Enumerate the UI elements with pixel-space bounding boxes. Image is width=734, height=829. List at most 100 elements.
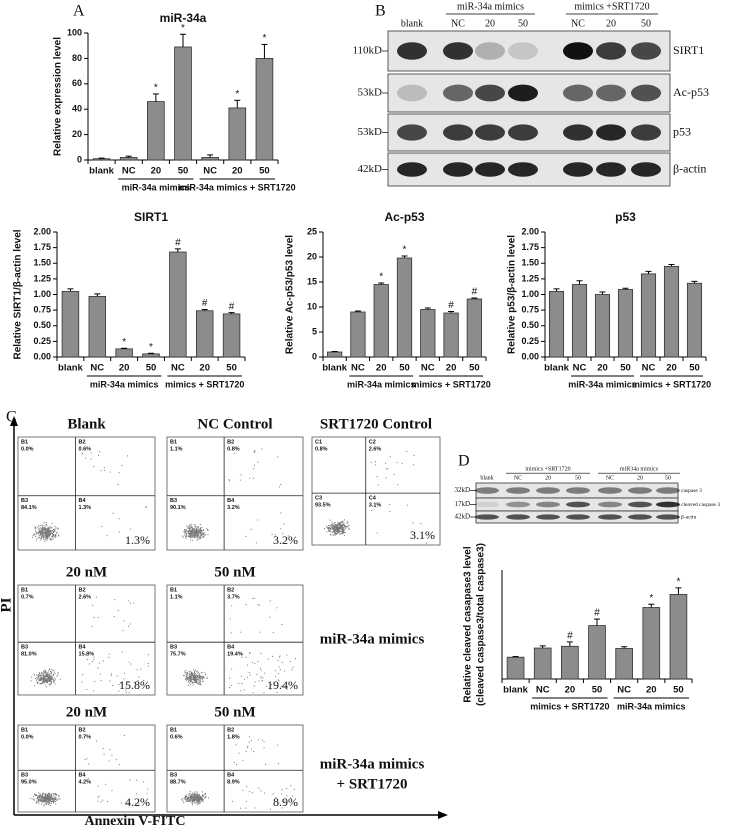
event-dot bbox=[49, 796, 51, 798]
event-dot bbox=[45, 522, 47, 523]
event-dot bbox=[203, 676, 205, 678]
event-dot bbox=[195, 676, 197, 678]
event-dot bbox=[185, 537, 187, 539]
event-dot bbox=[253, 685, 255, 687]
event-dot bbox=[275, 675, 276, 677]
event-dot bbox=[342, 529, 343, 531]
event-dot bbox=[201, 534, 203, 535]
event-dot bbox=[129, 623, 131, 625]
event-dot bbox=[185, 794, 187, 796]
event-dot bbox=[196, 798, 198, 800]
event-dot bbox=[84, 759, 86, 761]
event-dot bbox=[97, 796, 99, 798]
event-dot bbox=[49, 681, 51, 683]
event-dot bbox=[39, 527, 41, 529]
x-tick-label: 50 bbox=[673, 685, 684, 696]
event-dot bbox=[329, 519, 331, 521]
event-dot bbox=[41, 796, 43, 798]
event-dot bbox=[51, 793, 53, 795]
event-dot bbox=[200, 796, 202, 798]
event-dot bbox=[195, 795, 197, 797]
event-dot bbox=[102, 799, 104, 801]
event-dot bbox=[185, 676, 187, 678]
event-dot bbox=[45, 803, 47, 804]
event-dot bbox=[50, 798, 52, 800]
event-dot bbox=[202, 675, 204, 677]
x-tick-label: NC bbox=[642, 363, 656, 374]
event-dot bbox=[43, 796, 45, 798]
event-dot bbox=[43, 675, 45, 677]
event-dot bbox=[199, 528, 201, 530]
event-dot bbox=[38, 679, 40, 681]
event-dot bbox=[193, 676, 195, 678]
event-dot bbox=[47, 673, 48, 675]
event-dot bbox=[43, 800, 45, 802]
quadrant-value: 0.8% bbox=[227, 446, 240, 452]
event-dot bbox=[42, 677, 44, 679]
event-dot bbox=[47, 529, 48, 531]
event-dot bbox=[40, 679, 42, 681]
event-dot bbox=[189, 682, 191, 684]
event-dot bbox=[335, 532, 337, 534]
event-dot bbox=[138, 676, 140, 678]
event-dot bbox=[197, 801, 199, 803]
event-dot bbox=[278, 666, 280, 668]
event-dot bbox=[245, 604, 247, 606]
event-dot bbox=[290, 797, 292, 799]
event-dot bbox=[194, 680, 196, 682]
event-dot bbox=[197, 678, 198, 680]
event-dot bbox=[47, 526, 49, 528]
event-dot bbox=[332, 528, 334, 530]
event-dot bbox=[188, 530, 190, 532]
event-dot bbox=[197, 795, 199, 797]
event-dot bbox=[328, 529, 330, 531]
event-dot bbox=[40, 531, 42, 533]
event-dot bbox=[184, 796, 186, 798]
event-dot bbox=[199, 797, 201, 799]
event-dot bbox=[345, 526, 346, 528]
event-dot bbox=[40, 531, 42, 533]
event-dot bbox=[200, 534, 202, 536]
event-dot bbox=[329, 533, 331, 535]
event-dot bbox=[48, 533, 50, 535]
event-dot bbox=[267, 658, 269, 660]
event-dot bbox=[197, 676, 199, 678]
event-dot bbox=[276, 607, 278, 609]
event-dot bbox=[330, 528, 332, 530]
event-dot bbox=[188, 536, 190, 538]
event-dot bbox=[40, 537, 42, 539]
event-dot bbox=[50, 672, 52, 674]
event-dot bbox=[49, 680, 51, 682]
y-tick-label: 2.00 bbox=[33, 226, 51, 236]
event-dot bbox=[201, 533, 203, 535]
event-dot bbox=[200, 536, 202, 538]
event-dot bbox=[196, 794, 198, 796]
bar bbox=[640, 273, 657, 358]
event-dot bbox=[129, 779, 131, 781]
event-dot bbox=[196, 529, 198, 531]
event-dot bbox=[37, 527, 39, 529]
event-dot bbox=[41, 533, 43, 535]
error-bar bbox=[228, 312, 235, 314]
event-dot bbox=[93, 659, 95, 661]
event-dot bbox=[32, 798, 34, 800]
blot-band bbox=[508, 42, 538, 60]
event-dot bbox=[193, 532, 195, 534]
event-dot bbox=[40, 534, 42, 536]
event-dot bbox=[38, 525, 40, 527]
bar bbox=[642, 607, 661, 680]
event-dot bbox=[335, 528, 337, 530]
event-dot bbox=[97, 785, 99, 787]
scatter-cloud bbox=[183, 597, 296, 694]
event-dot bbox=[43, 792, 45, 794]
event-dot bbox=[40, 525, 42, 527]
event-dot bbox=[189, 528, 191, 530]
event-dot bbox=[48, 534, 49, 536]
event-dot bbox=[249, 477, 251, 479]
event-dot bbox=[40, 797, 42, 799]
x-tick-label: 20 bbox=[232, 166, 243, 177]
blot-band bbox=[598, 501, 622, 508]
event-dot bbox=[47, 802, 49, 804]
event-dot bbox=[39, 678, 41, 680]
blot-band bbox=[443, 84, 473, 102]
